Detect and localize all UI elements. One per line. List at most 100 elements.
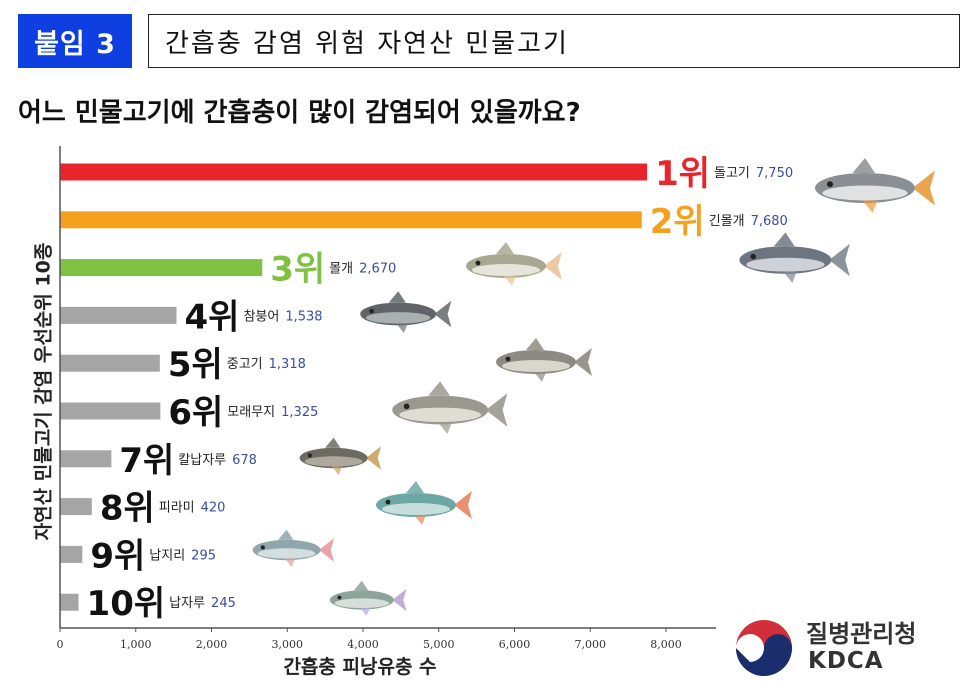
fish-name-label: 중고기 [227, 357, 263, 372]
fish-tail [454, 491, 472, 519]
fish-dorsal-fin [325, 437, 341, 448]
fish-name-label: 납지리 [149, 548, 185, 563]
fish-dorsal-fin [278, 529, 294, 540]
fish-eye [260, 545, 265, 550]
fish-tail [912, 170, 935, 206]
fish-pelvic-fin [783, 271, 797, 283]
fish-tail [434, 300, 452, 328]
x-tick-label: 1,000 [120, 638, 152, 651]
x-tick-label: 4,000 [347, 638, 379, 651]
fish-name-label: 납자루 [169, 596, 205, 611]
value-label: 1,318 [269, 357, 306, 372]
rank-label: 2위 [650, 202, 705, 242]
fish-dorsal-fin [526, 338, 544, 350]
rank-label: 8위 [100, 489, 155, 529]
fish-belly [502, 360, 570, 372]
fish-dorsal-fin [852, 158, 875, 173]
fish-icon [496, 338, 592, 382]
rank-label: 1위 [655, 154, 710, 194]
fish-pelvic-fin [414, 515, 426, 525]
fish-illustrations [252, 158, 935, 616]
x-tick-label: 2,000 [196, 638, 228, 651]
fish-pelvic-fin [862, 200, 878, 213]
fish-belly [382, 503, 450, 515]
x-tick-label: 3,000 [272, 638, 304, 651]
rank-label: 4위 [185, 297, 240, 337]
fish-name-label: 몰개 [329, 262, 353, 277]
fish-tail [318, 538, 335, 562]
rank-label: 10위 [87, 584, 166, 624]
rank-label: 5위 [168, 345, 223, 385]
fish-dorsal-fin [353, 580, 369, 591]
x-axis: 0 1,000 2,000 3,000 4,000 5,000 6,000 7,000 8,00… [57, 146, 716, 651]
value-label: 678 [232, 453, 257, 468]
bar-4 [60, 306, 177, 324]
fish-icon [299, 437, 382, 475]
fish-pelvic-fin [331, 466, 343, 475]
fish-eye [475, 260, 481, 266]
x-axis-label: 간흡충 피낭유충 수 [283, 656, 437, 678]
value-label: 2,670 [359, 262, 396, 277]
fish-eye [369, 308, 374, 314]
x-tick-label: 6,000 [499, 638, 531, 651]
kdca-logo-icon [733, 617, 795, 679]
fish-belly [472, 264, 540, 276]
fish-dorsal-fin [406, 481, 424, 493]
fish-pelvic-fin [360, 608, 370, 616]
rank-label: 9위 [90, 536, 145, 576]
value-label: 245 [211, 596, 236, 611]
x-tick-label: 0 [57, 638, 64, 651]
fish-dorsal-fin [428, 381, 450, 396]
fish-icon [360, 291, 452, 333]
bar-10 [60, 593, 79, 611]
fish-pelvic-fin [504, 276, 516, 286]
bar-6 [60, 402, 161, 420]
fish-belly [399, 407, 481, 422]
fish-pelvic-fin [396, 323, 408, 333]
fish-tail [485, 393, 508, 427]
bar-labels: 1위 돌고기 7,750 2위 긴몰개 7,680 3위 몰개 2,670 4위 참붕어 1,538 5… [87, 154, 794, 624]
fish-pelvic-fin [534, 372, 546, 382]
fish-eye [827, 181, 833, 188]
rank-label: 7위 [119, 441, 174, 481]
fish-name-label: 돌고기 [714, 166, 750, 181]
fish-icon [329, 580, 407, 616]
fish-tail [574, 348, 592, 376]
fish-name-label: 칼납자루 [178, 453, 226, 468]
fish-eye [337, 595, 342, 600]
fish-icon [376, 481, 472, 525]
fish-belly [304, 456, 363, 467]
fish-dorsal-fin [773, 232, 795, 247]
fish-eye [403, 403, 410, 410]
fish-belly [822, 185, 908, 201]
value-label: 1,538 [285, 309, 322, 324]
bar-1 [60, 163, 648, 181]
fish-name-label: 모래무지 [227, 405, 275, 420]
fish-dorsal-fin [496, 242, 514, 254]
fish-icon [739, 232, 850, 283]
bar-8 [60, 498, 92, 516]
header-title: 간흡충 감염 위험 자연산 민물고기 [165, 28, 569, 59]
agency-name-english: KDCA [808, 648, 884, 674]
value-label: 7,680 [751, 214, 788, 229]
fish-name-label: 피라미 [159, 501, 195, 516]
fish-eye [505, 356, 511, 362]
fish-icon [466, 242, 562, 286]
fish-belly [334, 598, 389, 608]
fish-pelvic-fin [437, 422, 453, 434]
fish-belly [365, 312, 431, 324]
bar-7 [60, 450, 112, 468]
agency-name-korean: 질병관리청 [806, 620, 917, 648]
fish-tail [544, 252, 562, 280]
fish-icon [252, 529, 335, 567]
rank-label: 3위 [270, 250, 325, 290]
fish-icon [815, 158, 935, 213]
bar-5 [60, 354, 160, 372]
y-axis-label: 자연산 민물고기 감염 우선순위 10종 [32, 242, 55, 541]
fish-eye [307, 453, 312, 458]
value-label: 1,325 [281, 405, 318, 420]
fish-eye [385, 499, 391, 505]
x-tick-label: 5,000 [423, 638, 455, 651]
fish-name-label: 긴몰개 [709, 214, 745, 229]
